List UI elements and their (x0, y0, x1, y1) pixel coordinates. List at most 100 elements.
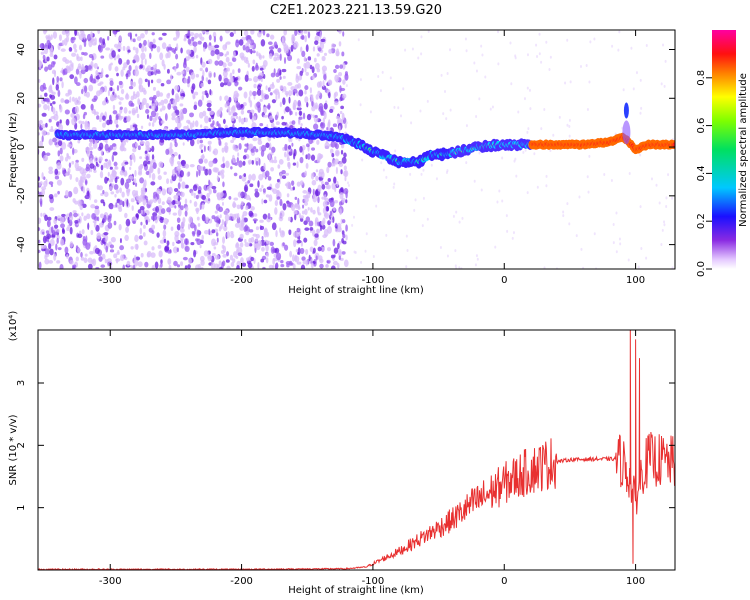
noise-dot (75, 177, 79, 183)
noise-dot (173, 260, 178, 267)
noise-dot (533, 152, 536, 156)
noise-dot (212, 189, 217, 194)
noise-dot (320, 38, 326, 43)
noise-dot (246, 39, 251, 45)
noise-dot (281, 121, 287, 126)
noise-dot (273, 159, 278, 164)
noise-dot (335, 166, 338, 175)
noise-dot (81, 120, 85, 125)
noise-dot (319, 80, 323, 88)
noise-dot (304, 170, 308, 177)
noise-dot (67, 143, 73, 148)
noise-dot (195, 73, 200, 78)
noise-dot (147, 160, 151, 165)
noise-dot (60, 223, 65, 229)
noise-dot (230, 230, 234, 235)
noise-dot (187, 38, 192, 45)
noise-dot (48, 259, 54, 264)
noise-dot (183, 34, 187, 40)
noise-dot (61, 213, 66, 217)
noise-dot (69, 259, 74, 265)
noise-dot (279, 85, 284, 90)
noise-dot (144, 215, 149, 220)
noise-dot (300, 46, 303, 53)
noise-dot (48, 169, 54, 175)
noise-dot (69, 241, 74, 248)
noise-dot (299, 70, 303, 77)
noise-dot (256, 51, 259, 57)
noise-dot (238, 175, 242, 180)
noise-dot (89, 150, 93, 155)
noise-dot (99, 37, 103, 44)
noise-dot (264, 241, 267, 247)
noise-dot (180, 243, 184, 249)
noise-dot (671, 196, 674, 200)
noise-dot (86, 173, 91, 179)
noise-dot (180, 47, 183, 54)
noise-dot (536, 55, 539, 59)
noise-dot (543, 266, 546, 269)
noise-dot (109, 80, 114, 87)
noise-dot (201, 30, 206, 33)
noise-dot (299, 156, 304, 164)
noise-dot (343, 170, 348, 177)
noise-dot (73, 43, 77, 50)
noise-dot (157, 244, 162, 249)
noise-dot (240, 109, 245, 115)
noise-dot (53, 54, 58, 60)
noise-dot (206, 102, 212, 108)
noise-dot (218, 260, 222, 266)
spectrogram-frame (37, 29, 676, 270)
noise-dot (72, 210, 77, 214)
noise-dot (80, 103, 86, 110)
noise-dot (580, 247, 583, 251)
noise-dot (299, 145, 303, 153)
noise-dot (243, 184, 249, 193)
noise-dot (235, 115, 239, 120)
noise-dot (100, 164, 104, 171)
noise-dot (81, 171, 87, 177)
noise-dot (208, 71, 213, 79)
noise-dot (308, 220, 314, 227)
noise-dot (270, 167, 274, 172)
noise-dot (545, 184, 548, 188)
noise-dot (118, 58, 123, 65)
noise-dot (224, 213, 230, 222)
noise-dot (132, 264, 136, 269)
noise-dot (59, 155, 64, 162)
noise-dot (111, 154, 115, 162)
noise-dot (258, 173, 264, 181)
noise-dot (151, 246, 155, 251)
noise-dot (250, 236, 255, 243)
colorbar: 0.00.20.40.60.8 Normalized spectral ampl… (696, 30, 749, 277)
noise-dot (280, 263, 285, 268)
noise-dot (352, 215, 355, 219)
noise-dot (39, 43, 44, 49)
noise-dot (294, 203, 298, 208)
noise-dot (211, 185, 217, 190)
noise-dot (422, 168, 425, 172)
noise-dot (180, 261, 184, 267)
noise-dot (417, 56, 420, 60)
noise-dot (57, 228, 60, 233)
noise-dot (104, 143, 109, 152)
noise-dot (341, 112, 345, 121)
noise-dot (252, 91, 257, 97)
noise-dot (124, 181, 130, 189)
noise-dot (402, 87, 405, 91)
noise-dot (49, 207, 55, 211)
noise-dot (179, 170, 184, 178)
noise-dot (244, 148, 248, 153)
noise-dot (243, 225, 248, 233)
noise-dot (197, 263, 202, 269)
noise-dot (163, 171, 167, 175)
noise-dot (245, 205, 249, 211)
noise-dot (305, 44, 309, 53)
noise-dot (208, 168, 212, 176)
noise-dot (526, 191, 529, 195)
noise-dot (279, 76, 282, 80)
noise-dot (123, 170, 128, 176)
noise-dot (204, 168, 209, 176)
noise-dot (56, 179, 63, 186)
noise-dot (640, 247, 643, 251)
